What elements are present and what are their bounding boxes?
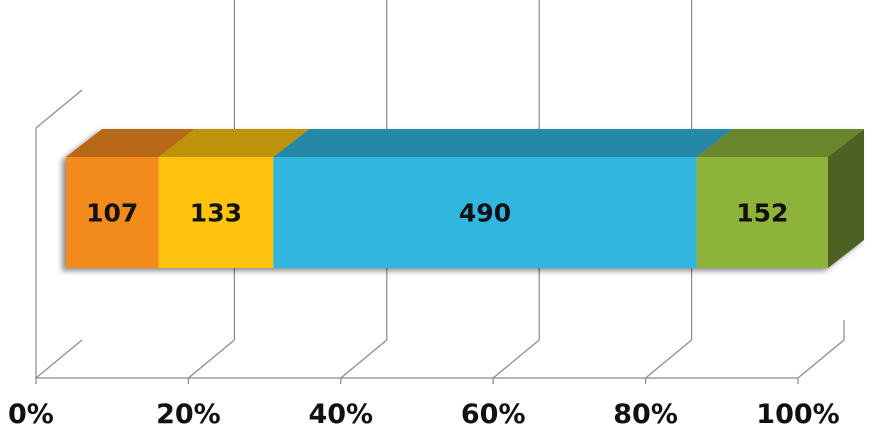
- x-tick-label: 80%: [613, 399, 678, 425]
- floor-gridline: [188, 339, 235, 379]
- floor-gridline: [492, 339, 540, 379]
- bar-data-label: 133: [190, 199, 242, 228]
- data-labels: 107 133 490 152: [86, 199, 788, 228]
- bar-data-label: 152: [736, 199, 788, 228]
- bar-segment-side-face: [828, 129, 864, 268]
- x-tick-label: 0%: [8, 399, 54, 425]
- bar-segment-3: [273, 129, 733, 268]
- side-wall-top-line: [35, 89, 83, 129]
- x-tick-label: 100%: [756, 399, 839, 425]
- floor-gridline: [645, 339, 692, 379]
- bar-segment-top-face: [66, 129, 195, 157]
- bar-data-label: 107: [86, 199, 138, 228]
- floor-gridline: [35, 339, 83, 379]
- floor-gridline: [340, 339, 388, 379]
- bar-segment-top-face: [158, 129, 310, 157]
- bar-segments: [66, 129, 864, 268]
- floor-gridline: [797, 339, 845, 379]
- x-axis-tick-labels: 0% 20% 40% 60% 80% 100%: [8, 399, 840, 425]
- x-tick-label: 60%: [461, 399, 526, 425]
- bar-segment-front-face: [273, 157, 697, 268]
- bar-segment-front-face: [696, 157, 828, 268]
- bar-segment-2: [158, 129, 310, 268]
- x-tick-label: 20%: [156, 399, 221, 425]
- bar-data-label: 490: [459, 199, 511, 228]
- bar-segment-front-face: [66, 157, 159, 268]
- bar-segment-top-face: [273, 129, 733, 157]
- bar-segment-1: [66, 129, 195, 268]
- bar-segment-front-face: [158, 157, 274, 268]
- bar-segment-top-face: [696, 129, 864, 157]
- bar-segment-4: [696, 129, 864, 268]
- x-tick-label: 40%: [308, 399, 373, 425]
